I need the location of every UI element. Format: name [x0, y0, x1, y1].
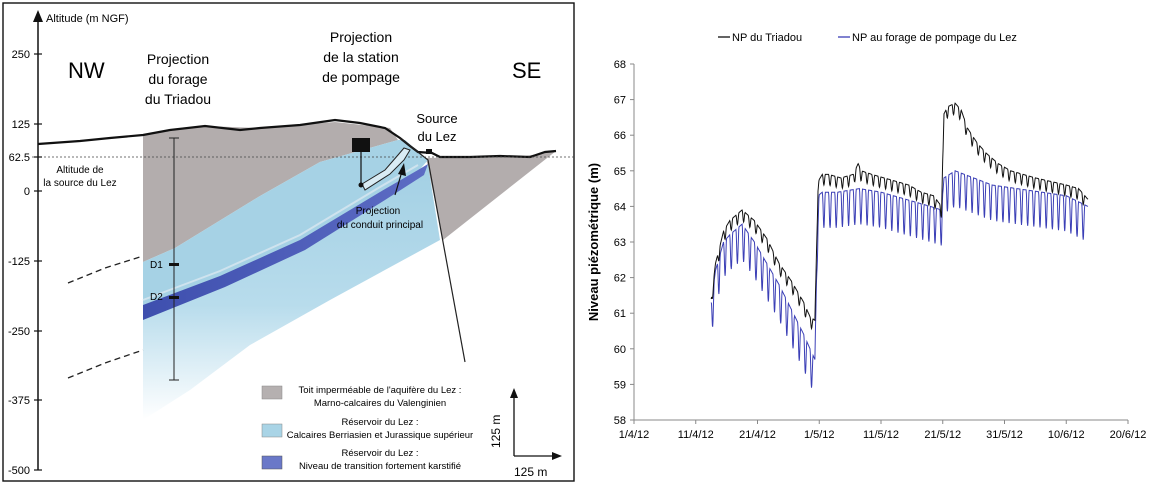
x-tick-label: 10/6/12: [1048, 429, 1085, 441]
x-tick-label: 31/5/12: [986, 429, 1023, 441]
y-tick-label: 61: [614, 308, 626, 320]
legend-swatch-roof: [261, 385, 283, 400]
y-tick-label: 68: [614, 59, 626, 71]
legend-swatch-karst: [261, 455, 283, 470]
x-tick-label: 1/4/12: [619, 429, 650, 441]
d2-marker: [169, 296, 179, 299]
altitude-tick-label: -375: [8, 395, 30, 407]
roof-layer-right: [426, 151, 556, 240]
x-tick-label: 21/5/12: [924, 429, 961, 441]
alt-source-label-1: Altitude de: [56, 165, 104, 176]
scale-bar: 125 m 125 m: [489, 388, 562, 479]
legend-roof-2: Marno-calcaires du Valenginien: [314, 398, 446, 409]
station-label-3: de pompage: [322, 69, 400, 85]
karst-band: [143, 164, 428, 320]
scale-vertical-arrow: [510, 388, 518, 398]
se-label: SE: [512, 58, 541, 83]
karst-top-edge: [142, 164, 419, 301]
altitude-tick-label: 250: [12, 49, 30, 61]
altitude-tick-label: -125: [8, 256, 30, 268]
legend-swatch-reservoir: [261, 423, 283, 438]
altitude-tick-label: -250: [8, 326, 30, 338]
cross-section-figure: D1 D2 Altitude (m NGF) 250 125 62.5 0 -125 -2…: [2, 2, 575, 482]
y-tick-label: 58: [614, 415, 626, 427]
y-tick-label: 63: [614, 237, 626, 249]
dashed-base-continuation: [67, 349, 144, 379]
chart-legend: NP du Triadou NP au forage de pompage du…: [718, 32, 1017, 44]
triadou-label-1: Projection: [147, 51, 209, 67]
altitude-ticks: 250 125 62.5 0 -125 -250 -375 -500: [8, 49, 42, 477]
x-tick-label: 11/4/12: [678, 429, 714, 441]
source-label-1: Source: [416, 111, 457, 126]
scale-horizontal-label: 125 m: [514, 465, 547, 479]
chart-series: [710, 102, 1089, 388]
d1-label: D1: [150, 260, 163, 271]
y-axis-title: Niveau piézométrique (m): [586, 163, 601, 321]
legend-reservoir-1: Réservoir du Lez :: [341, 417, 418, 428]
x-tick-label: 21/4/12: [739, 429, 776, 441]
altitude-tick-label: 0: [24, 186, 30, 198]
y-tick-label: 60: [614, 344, 626, 356]
y-tick-label: 59: [614, 379, 626, 391]
legend-label-triadou: NP du Triadou: [732, 32, 802, 44]
x-tick-labels: 1/4/12 11/4/12 21/4/12 1/5/12 11/5/12 21/5/12…: [619, 420, 1147, 441]
d2-label: D2: [150, 292, 163, 303]
series-line-1: [710, 170, 1089, 388]
y-tick-label: 65: [614, 166, 626, 178]
scale-horizontal-arrow: [552, 452, 562, 460]
altitude-axis-arrow: [33, 10, 43, 22]
pumping-station-marker: [352, 138, 370, 152]
section-frame: [2, 2, 575, 482]
nw-label: NW: [68, 58, 105, 83]
legend-karst-2: Niveau de transition fortement karstifié: [299, 461, 461, 472]
conduit-arrowhead: [398, 163, 406, 176]
y-tick-label: 64: [614, 201, 626, 213]
station-label-2: de la station: [323, 49, 399, 65]
source-label-2: du Lez: [417, 129, 456, 144]
reservoir-upper: [143, 140, 428, 310]
scale-vertical-label: 125 m: [489, 415, 503, 448]
y-tick-label: 62: [614, 273, 626, 285]
topography-line: [37, 118, 557, 159]
y-tick-label: 67: [614, 95, 626, 107]
pumping-well-bottom: [358, 182, 364, 188]
piezometric-chart: NP du Triadou NP au forage de pompage du…: [586, 32, 1147, 441]
station-label-1: Projection: [330, 29, 392, 45]
fault-line: [399, 137, 466, 363]
triadou-label-3: du Triadou: [145, 91, 211, 107]
conduit-label-1: Projection: [356, 206, 400, 217]
section-legend: Toit imperméable de l'aquifère du Lez : …: [261, 385, 473, 472]
altitude-axis-title: Altitude (m NGF): [46, 13, 129, 25]
source-marker: [426, 149, 432, 154]
dashed-roof-continuation: [67, 255, 144, 284]
x-tick-label: 11/5/12: [863, 429, 899, 441]
conduit-label-2: du conduit principal: [337, 220, 423, 231]
x-tick-label: 1/5/12: [804, 429, 835, 441]
legend-roof-1: Toit imperméable de l'aquifère du Lez :: [299, 385, 462, 396]
altitude-tick-label: 62.5: [9, 152, 30, 164]
y-tick-labels: 58 59 60 61 62 63 64 65 66 67 68: [614, 59, 634, 427]
piezometric-chart-panel: NP du Triadou NP au forage de pompage du…: [580, 0, 1149, 485]
legend-label-lez: NP au forage de pompage du Lez: [852, 32, 1017, 44]
alt-source-label-2: la source du Lez: [43, 178, 116, 189]
cross-section-panel: D1 D2 Altitude (m NGF) 250 125 62.5 0 -125 -2…: [0, 0, 578, 485]
x-tick-label: 20/6/12: [1110, 429, 1147, 441]
legend-reservoir-2: Calcaires Berriasien et Jurassique supér…: [287, 430, 473, 441]
series-line-0: [710, 102, 1089, 331]
legend-karst-1: Réservoir du Lez :: [341, 448, 418, 459]
triadou-label-2: du forage: [148, 71, 207, 87]
roof-layer-left: [143, 122, 398, 262]
reservoir-gradient: [143, 165, 440, 420]
altitude-tick-label: -500: [8, 465, 30, 477]
y-tick-label: 66: [614, 130, 626, 142]
altitude-tick-label: 125: [12, 119, 30, 131]
main-conduit: [361, 147, 411, 191]
d1-marker: [169, 263, 179, 266]
